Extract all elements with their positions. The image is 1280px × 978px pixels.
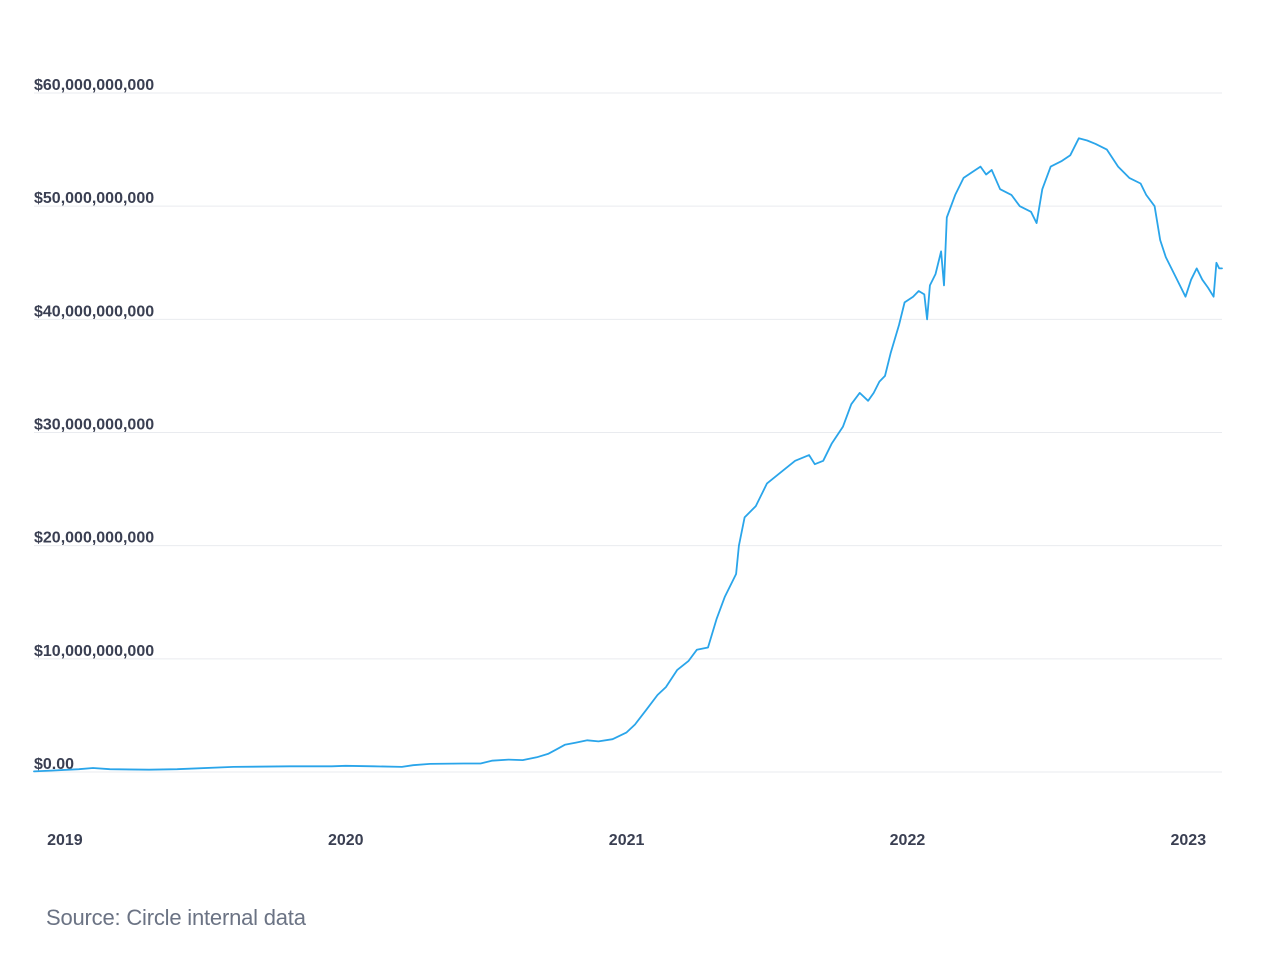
y-tick-label-5: $50,000,000,000 <box>34 190 154 207</box>
x-tick-label-2020: 2020 <box>328 832 364 849</box>
y-tick-label-1: $10,000,000,000 <box>34 643 154 660</box>
x-tick-label-2021: 2021 <box>609 832 645 849</box>
series-layer <box>33 137 1223 773</box>
x-tick-label-2023: 2023 <box>1171 832 1207 849</box>
x-tick-label-2019: 2019 <box>47 832 83 849</box>
y-tick-label-2: $20,000,000,000 <box>34 530 154 547</box>
y-tick-label-4: $40,000,000,000 <box>34 303 154 320</box>
x-axis-ticks: 2019 2020 2021 2022 2023 <box>47 832 1206 849</box>
source-note: Source: Circle internal data <box>46 905 306 930</box>
y-tick-label-3: $30,000,000,000 <box>34 417 154 434</box>
y-tick-label-0: $0.00 <box>34 756 74 773</box>
y-tick-label-6: $60,000,000,000 <box>34 77 154 94</box>
y-axis-ticks: $0.00 $10,000,000,000 $20,000,000,000 $30,0… <box>34 77 154 773</box>
series-line-0 <box>33 137 1223 773</box>
x-tick-label-2022: 2022 <box>890 832 926 849</box>
grid-layer <box>34 92 1222 773</box>
